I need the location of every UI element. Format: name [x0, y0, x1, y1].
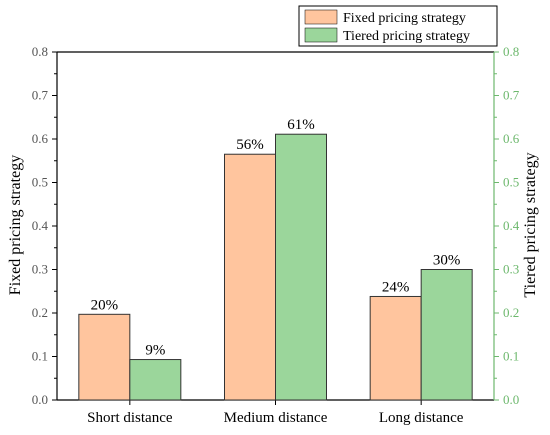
- bar-fixed: [78, 313, 131, 401]
- bar-value-label: 30%: [433, 253, 461, 269]
- y-tick-label-right: 0.3: [503, 262, 519, 277]
- legend-label-tiered: Tiered pricing strategy: [343, 29, 470, 44]
- bar-tiered: [420, 269, 473, 401]
- y-tick-label-right: 0.7: [503, 88, 520, 103]
- x-tick-label: Long distance: [379, 410, 464, 426]
- legend-swatch-fixed: [304, 9, 338, 25]
- y-tick-label-right: 0.5: [503, 175, 519, 190]
- y-tick-label-left: 0.0: [32, 392, 48, 407]
- bar-labels: 20% 9% 56% 61% 24% 30%: [91, 117, 461, 358]
- y-tick-label-left: 0.8: [32, 44, 48, 59]
- y-tick-label-right: 0.6: [503, 131, 520, 146]
- y-tick-label-left: 0.5: [32, 175, 48, 190]
- bars: [78, 133, 473, 401]
- y-tick-label-right: 0.0: [503, 392, 519, 407]
- bar-tiered: [129, 359, 182, 401]
- y-tick-label-right: 0.2: [503, 305, 519, 320]
- y-tick-label-left: 0.3: [32, 262, 48, 277]
- x-tick-label: Short distance: [87, 410, 173, 426]
- y-tick-label-right: 0.4: [503, 218, 520, 233]
- legend-label-fixed: Fixed pricing strategy: [343, 11, 466, 26]
- bar-value-label: 61%: [287, 117, 315, 133]
- y-tick-label-left: 0.6: [32, 131, 49, 146]
- bar-value-label: 20%: [91, 297, 119, 313]
- y-tick-label-left: 0.2: [32, 305, 48, 320]
- y-tick-label-left: 0.7: [32, 88, 49, 103]
- bar-value-label: 56%: [236, 137, 264, 153]
- bar-fixed: [224, 153, 276, 401]
- legend: Fixed pricing strategy Tiered pricing st…: [298, 5, 498, 47]
- bar-value-label: 9%: [145, 343, 165, 359]
- legend-swatch-tiered: [304, 27, 338, 43]
- y-axis-title-left: Fixed pricing strategy: [7, 155, 24, 295]
- y-tick-label-left: 0.4: [32, 218, 49, 233]
- bar-tiered: [275, 133, 327, 401]
- y-tick-label-right: 0.1: [503, 349, 519, 364]
- y-axis-title-right: Tiered pricing strategy: [522, 152, 539, 297]
- x-tick-label: Medium distance: [224, 410, 328, 426]
- bar-value-label: 24%: [382, 279, 410, 295]
- y-tick-label-right: 0.8: [503, 44, 519, 59]
- y-tick-label-left: 0.1: [32, 349, 48, 364]
- axes: 0.0 0.0 0.1 0.1 0.2 0.2 0.3 0.3 0.4 0.4 0.5 0.5 0.6 0…: [32, 44, 520, 426]
- bar-fixed: [369, 295, 422, 401]
